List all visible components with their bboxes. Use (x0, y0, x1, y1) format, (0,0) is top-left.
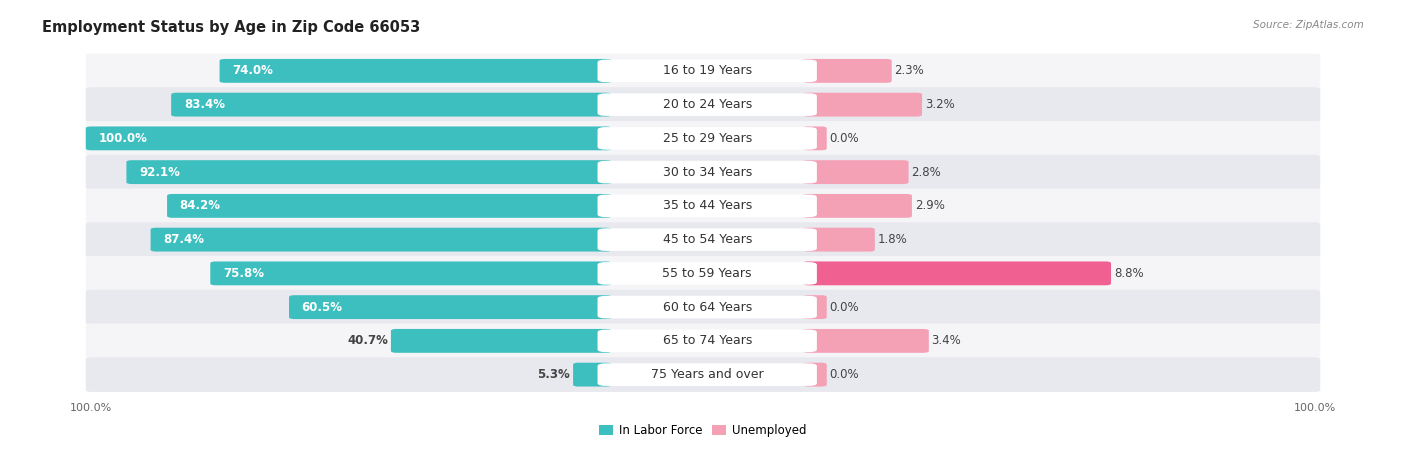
Text: 0.0%: 0.0% (830, 368, 859, 381)
Text: 8.8%: 8.8% (1114, 267, 1143, 280)
FancyBboxPatch shape (86, 290, 1320, 324)
FancyBboxPatch shape (86, 126, 612, 150)
FancyBboxPatch shape (86, 121, 1320, 156)
FancyBboxPatch shape (86, 87, 1320, 122)
FancyBboxPatch shape (598, 363, 817, 386)
FancyBboxPatch shape (803, 160, 908, 184)
FancyBboxPatch shape (86, 155, 1320, 189)
FancyBboxPatch shape (803, 228, 875, 252)
FancyBboxPatch shape (598, 93, 817, 116)
Text: 100.0%: 100.0% (1294, 403, 1336, 413)
FancyBboxPatch shape (598, 194, 817, 217)
FancyBboxPatch shape (172, 93, 612, 117)
FancyBboxPatch shape (150, 228, 612, 252)
Text: 75 Years and over: 75 Years and over (651, 368, 763, 381)
FancyBboxPatch shape (598, 262, 817, 285)
FancyBboxPatch shape (598, 59, 817, 82)
Text: 45 to 54 Years: 45 to 54 Years (662, 233, 752, 246)
FancyBboxPatch shape (803, 59, 891, 83)
FancyBboxPatch shape (803, 363, 827, 387)
Text: 75.8%: 75.8% (224, 267, 264, 280)
FancyBboxPatch shape (127, 160, 612, 184)
FancyBboxPatch shape (167, 194, 612, 218)
FancyBboxPatch shape (598, 329, 817, 352)
Text: 60 to 64 Years: 60 to 64 Years (662, 301, 752, 314)
Text: 2.8%: 2.8% (911, 166, 941, 179)
Text: 55 to 59 Years: 55 to 59 Years (662, 267, 752, 280)
FancyBboxPatch shape (86, 222, 1320, 257)
FancyBboxPatch shape (290, 295, 612, 319)
FancyBboxPatch shape (803, 295, 827, 319)
Text: 3.2%: 3.2% (925, 98, 955, 111)
FancyBboxPatch shape (803, 194, 912, 218)
Text: 5.3%: 5.3% (537, 368, 571, 381)
Text: 2.9%: 2.9% (915, 199, 945, 212)
Text: 1.8%: 1.8% (877, 233, 907, 246)
FancyBboxPatch shape (803, 126, 827, 150)
Text: 30 to 34 Years: 30 to 34 Years (662, 166, 752, 179)
FancyBboxPatch shape (391, 329, 612, 353)
Text: 40.7%: 40.7% (347, 334, 388, 347)
FancyBboxPatch shape (598, 161, 817, 184)
FancyBboxPatch shape (86, 324, 1320, 358)
FancyBboxPatch shape (86, 256, 1320, 291)
FancyBboxPatch shape (803, 261, 1111, 285)
Text: 60.5%: 60.5% (302, 301, 343, 314)
Text: 83.4%: 83.4% (184, 98, 225, 111)
FancyBboxPatch shape (598, 228, 817, 251)
FancyBboxPatch shape (86, 54, 1320, 88)
Text: 2.3%: 2.3% (894, 64, 924, 77)
Text: 100.0%: 100.0% (98, 132, 148, 145)
Text: 0.0%: 0.0% (830, 301, 859, 314)
FancyBboxPatch shape (86, 189, 1320, 223)
Text: 87.4%: 87.4% (163, 233, 204, 246)
Text: 3.4%: 3.4% (932, 334, 962, 347)
FancyBboxPatch shape (574, 363, 612, 387)
Text: 92.1%: 92.1% (139, 166, 180, 179)
Text: 0.0%: 0.0% (830, 132, 859, 145)
Legend: In Labor Force, Unemployed: In Labor Force, Unemployed (595, 419, 811, 442)
Text: 20 to 24 Years: 20 to 24 Years (662, 98, 752, 111)
FancyBboxPatch shape (211, 261, 612, 285)
Text: 74.0%: 74.0% (232, 64, 273, 77)
Text: 84.2%: 84.2% (180, 199, 221, 212)
FancyBboxPatch shape (803, 93, 922, 117)
Text: Source: ZipAtlas.com: Source: ZipAtlas.com (1253, 20, 1364, 30)
FancyBboxPatch shape (86, 357, 1320, 392)
Text: 25 to 29 Years: 25 to 29 Years (662, 132, 752, 145)
FancyBboxPatch shape (219, 59, 612, 83)
Text: 16 to 19 Years: 16 to 19 Years (662, 64, 752, 77)
FancyBboxPatch shape (598, 296, 817, 319)
FancyBboxPatch shape (598, 127, 817, 150)
Text: 100.0%: 100.0% (70, 403, 112, 413)
Text: 35 to 44 Years: 35 to 44 Years (662, 199, 752, 212)
Text: 65 to 74 Years: 65 to 74 Years (662, 334, 752, 347)
Text: Employment Status by Age in Zip Code 66053: Employment Status by Age in Zip Code 660… (42, 20, 420, 35)
FancyBboxPatch shape (803, 329, 929, 353)
